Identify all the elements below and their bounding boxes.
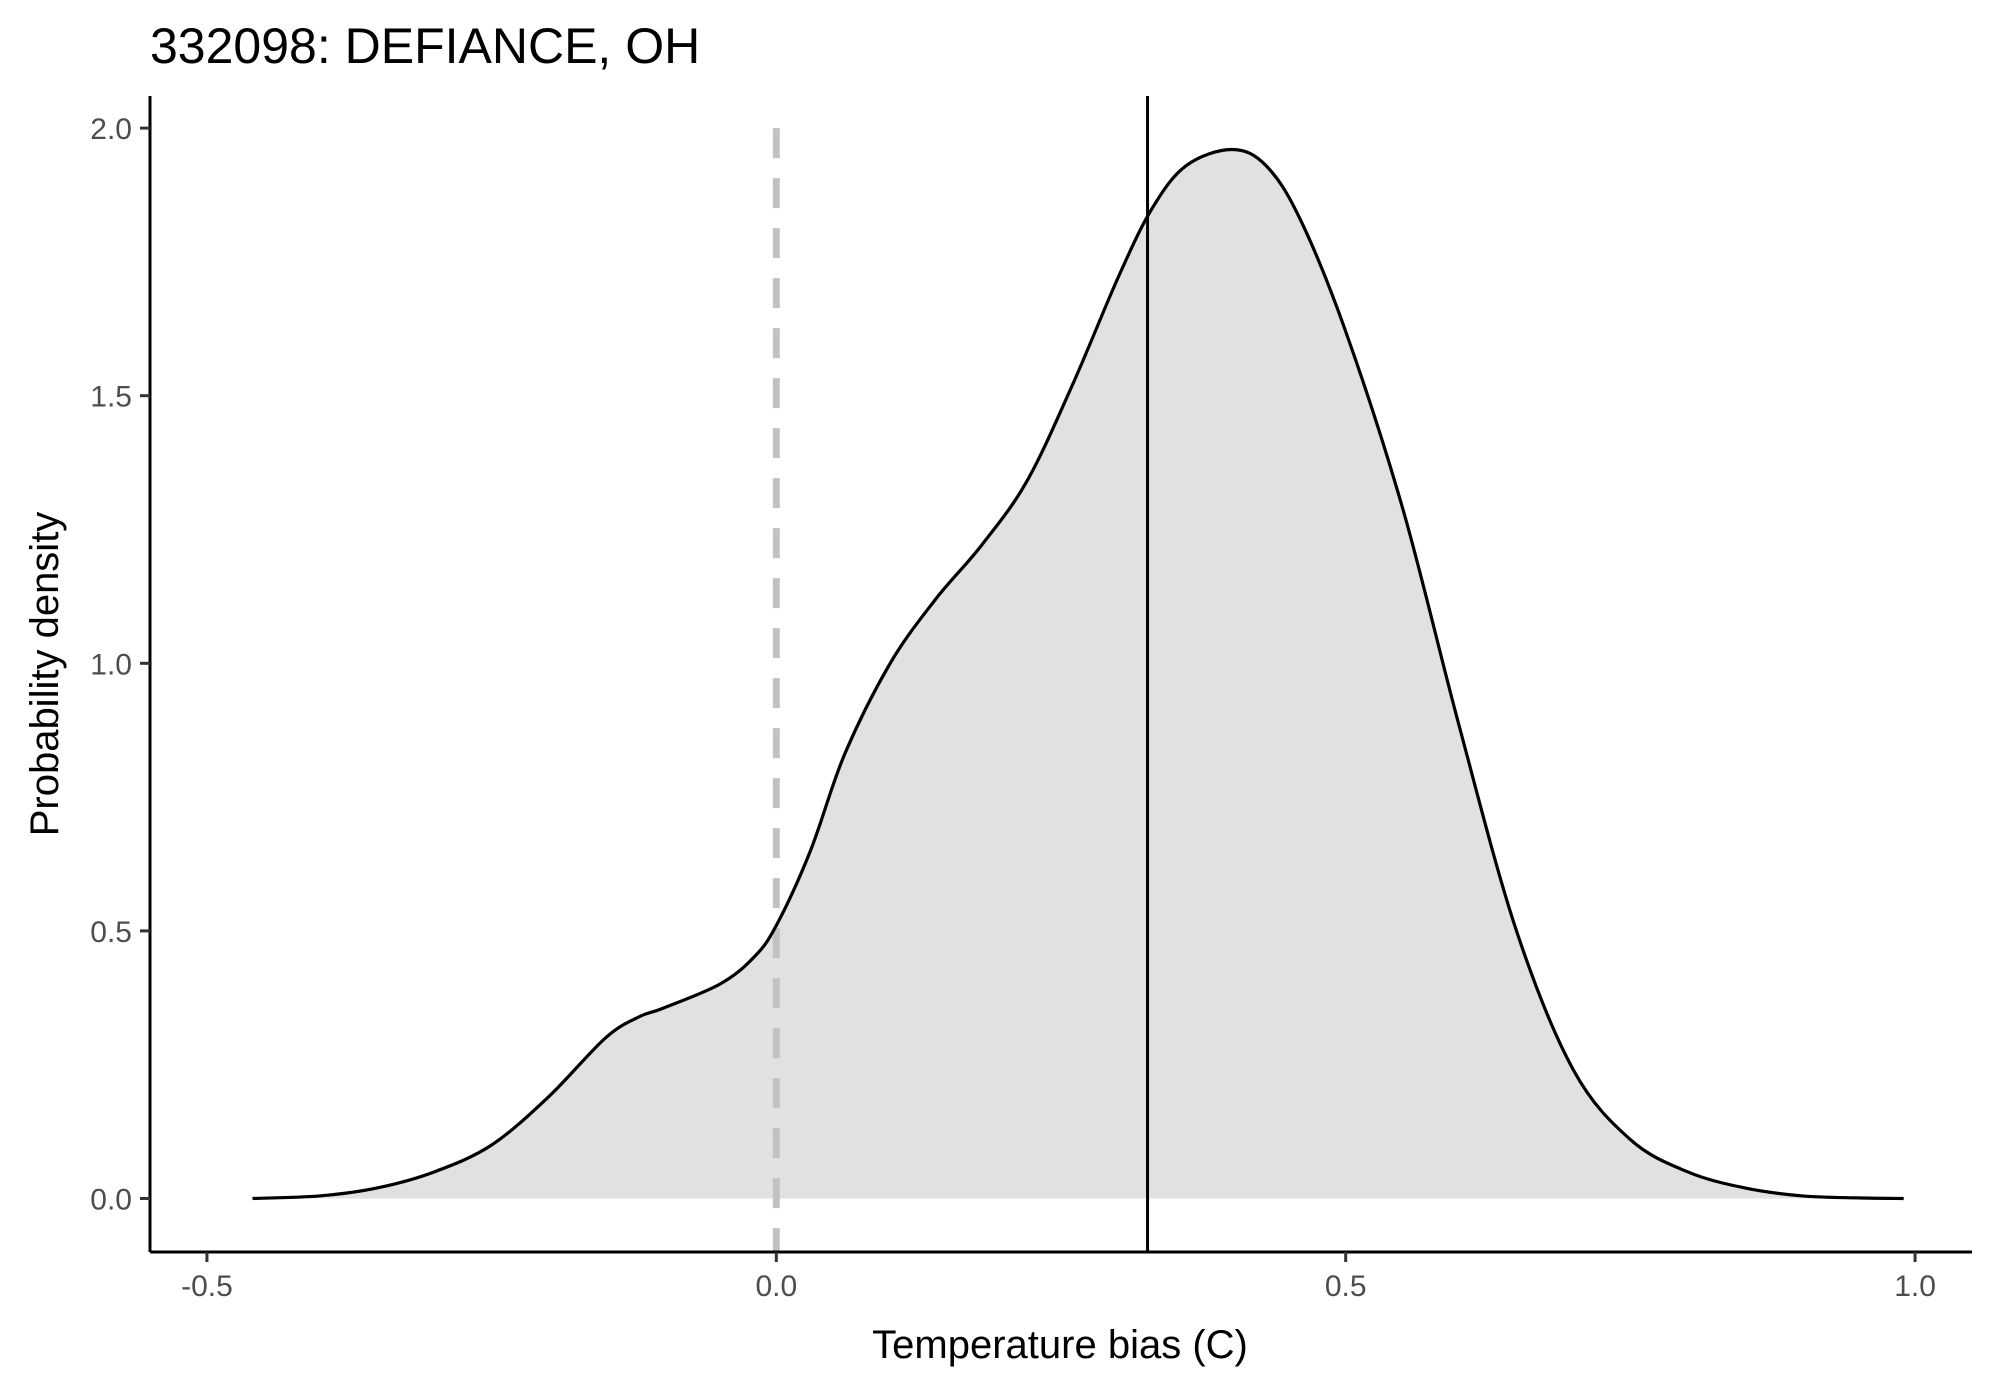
y-tick-label: 1.5	[90, 381, 132, 414]
y-axis-title: Probability density	[23, 512, 67, 837]
x-tick-label: 0.5	[1325, 1270, 1367, 1303]
density-curve	[252, 147, 1904, 1201]
x-tick-label: -0.5	[181, 1270, 233, 1303]
x-axis-title: Temperature bias (C)	[872, 1323, 1248, 1367]
y-tick-label: 2.0	[90, 113, 132, 146]
y-tick-label: 1.0	[90, 648, 132, 681]
x-tick-label: 1.0	[1894, 1270, 1936, 1303]
x-axis-ticks: -0.5 0.0 0.5 1.0	[181, 1252, 1936, 1303]
y-tick-label: 0.0	[90, 1183, 132, 1216]
density-fill-area	[252, 149, 1904, 1199]
y-tick-label: 0.5	[90, 916, 132, 949]
y-axis-ticks: 0.0 0.5 1.0 1.5 2.0	[90, 113, 150, 1216]
x-tick-label: 0.0	[755, 1270, 797, 1303]
chart-title: 332098: DEFIANCE, OH	[150, 18, 700, 74]
